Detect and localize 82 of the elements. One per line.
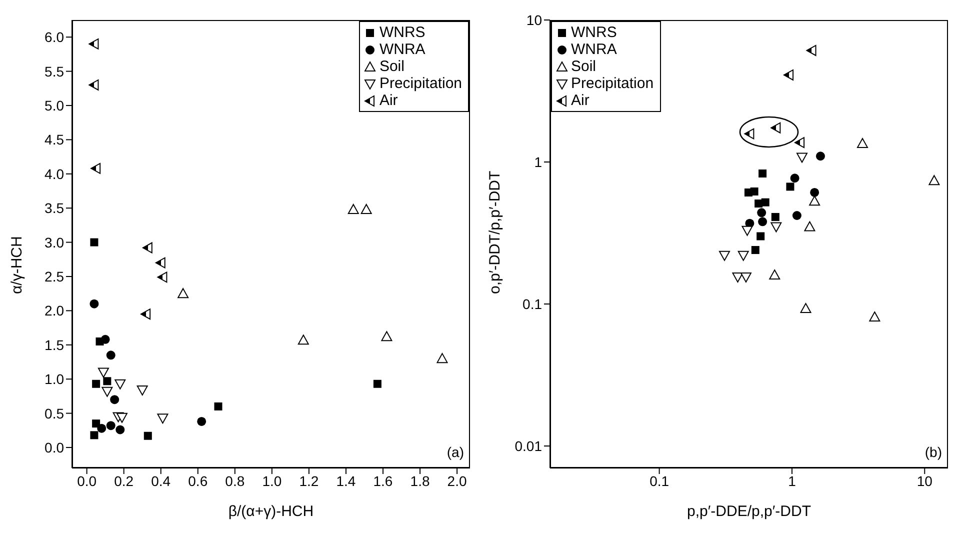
legend-label: WNRA (571, 41, 617, 58)
x-axis-title: p,p′-DDE/p,p′-DDT (687, 503, 811, 520)
point (106, 350, 116, 360)
y-tick-label: 5.5 (44, 63, 64, 80)
x-tick-label: 2.0 (447, 472, 467, 489)
y-tick-label: 10 (526, 12, 542, 28)
x-tick-label: 0.4 (151, 472, 171, 489)
x-tick-label: 0.2 (114, 472, 134, 489)
point (142, 242, 152, 254)
point (98, 368, 109, 378)
point (116, 425, 125, 434)
point (90, 162, 101, 174)
point (106, 421, 116, 430)
point (97, 424, 106, 433)
x-tick-label: 1.2 (299, 472, 319, 489)
y-tick-label: 4.5 (44, 132, 64, 148)
point (436, 353, 448, 364)
point (116, 412, 128, 423)
y-tick-label: 0.5 (44, 405, 64, 422)
point (92, 420, 100, 428)
point (178, 288, 189, 298)
legend-label: Air (379, 92, 398, 109)
point (348, 204, 359, 214)
x-tick-label: 0.1 (650, 472, 670, 489)
point (92, 380, 100, 388)
point (381, 331, 392, 342)
y-tick-label: 0.01 (514, 438, 542, 454)
point (90, 299, 99, 308)
point (144, 432, 152, 440)
point (88, 79, 99, 90)
point (100, 334, 110, 344)
y-tick-label: 5.0 (44, 97, 64, 114)
y-tick-label: 0.0 (44, 439, 64, 456)
legend-label: WNRS (379, 24, 426, 41)
legend-label: Soil (379, 58, 404, 75)
point (298, 334, 309, 345)
point (157, 272, 168, 283)
y-tick-label: 2.5 (44, 268, 64, 284)
x-tick-label: 1.6 (373, 472, 393, 489)
y-tick-label: 3.5 (44, 200, 64, 216)
x-tick-label: 1.8 (410, 472, 430, 489)
y-tick-label: 4.0 (44, 166, 64, 182)
legend-label: Air (571, 92, 590, 109)
annotation: (b) (924, 444, 942, 460)
point (214, 402, 222, 410)
x-tick-label: 10 (916, 472, 933, 489)
y-tick-label: 0.1 (522, 296, 542, 312)
y-tick-label: 6.0 (44, 29, 64, 46)
y-tick-label: 1.0 (44, 371, 64, 388)
point (360, 204, 372, 214)
legend-label: WNRA (379, 41, 426, 58)
annotation: (a) (446, 444, 464, 460)
x-tick-label: 0.6 (188, 472, 208, 489)
y-axis-title: o,p′-DDT/p,p′-DDT (486, 170, 504, 294)
legend-label: Precipitation (379, 75, 462, 92)
x-axis-title: β/(α+γ)-HCH (228, 503, 314, 520)
legend-label: Soil (571, 58, 596, 75)
point (157, 414, 168, 424)
x-tick-label: 0.0 (77, 472, 97, 489)
y-tick-label: 1 (534, 154, 542, 170)
point (136, 386, 148, 396)
point (155, 257, 166, 268)
y-tick-label: 1.5 (44, 336, 64, 353)
point (88, 38, 99, 50)
y-tick-label: 3.0 (44, 234, 64, 250)
x-tick-label: 1 (788, 472, 796, 489)
point (373, 380, 382, 388)
point (90, 431, 98, 440)
point (102, 386, 113, 397)
legend-label: Precipitation (571, 75, 654, 92)
x-tick-label: 0.8 (225, 472, 245, 489)
y-axis-title: α/γ-HCH (8, 236, 26, 294)
x-tick-label: 1.0 (262, 472, 282, 489)
point (103, 377, 112, 386)
point (110, 395, 120, 404)
y-tick-label: 2.0 (44, 302, 64, 319)
x-tick-label: 1.4 (336, 472, 356, 489)
point (90, 238, 98, 246)
point (114, 379, 126, 390)
legend-label: WNRS (571, 24, 617, 41)
point (140, 308, 151, 320)
point (197, 416, 206, 426)
